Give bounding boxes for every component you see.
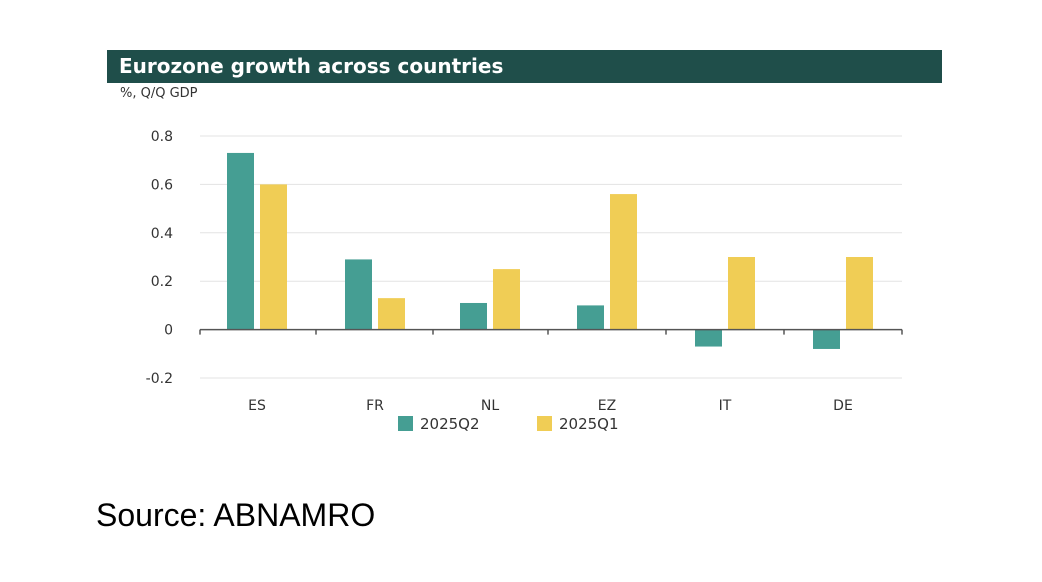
bar-2025q2-es bbox=[227, 152, 254, 330]
bar-2025q2-de bbox=[813, 329, 840, 349]
y-tick-label: -0.2 bbox=[146, 371, 173, 387]
legend-swatch-2025q1 bbox=[537, 416, 552, 431]
y-tick-label: 0.6 bbox=[151, 177, 173, 193]
x-category-label: NL bbox=[481, 398, 499, 414]
legend-label-2025q2: 2025Q2 bbox=[420, 415, 480, 433]
x-category-label: DE bbox=[833, 398, 853, 414]
bar-2025q2-nl bbox=[460, 302, 487, 330]
bar-2025q2-it bbox=[695, 329, 722, 347]
y-tick-label: 0.4 bbox=[151, 226, 173, 242]
bar-2025q1-de bbox=[846, 257, 873, 330]
y-tick-label: 0.2 bbox=[151, 274, 173, 290]
y-tick-label: 0.8 bbox=[151, 129, 173, 145]
chart-title: Eurozone growth across countries bbox=[107, 50, 942, 83]
bar-2025q2-fr bbox=[345, 259, 372, 330]
bar-2025q1-fr bbox=[378, 298, 405, 330]
bar-2025q1-es bbox=[260, 184, 287, 330]
x-category-label: IT bbox=[719, 398, 732, 414]
bar-2025q2-ez bbox=[577, 305, 604, 330]
bar-2025q1-nl bbox=[493, 269, 520, 330]
y-tick-label: 0 bbox=[164, 323, 173, 339]
x-category-label: ES bbox=[248, 398, 266, 414]
y-axis-unit-label: %, Q/Q GDP bbox=[120, 86, 198, 101]
legend-label-2025q1: 2025Q1 bbox=[559, 415, 619, 433]
x-category-label: FR bbox=[366, 398, 384, 414]
legend-swatch-2025q2 bbox=[398, 416, 413, 431]
bar-2025q1-ez bbox=[610, 194, 637, 330]
x-category-label: EZ bbox=[598, 398, 616, 414]
source-note: Source: ABNAMRO bbox=[96, 497, 376, 533]
bar-2025q1-it bbox=[728, 257, 755, 330]
